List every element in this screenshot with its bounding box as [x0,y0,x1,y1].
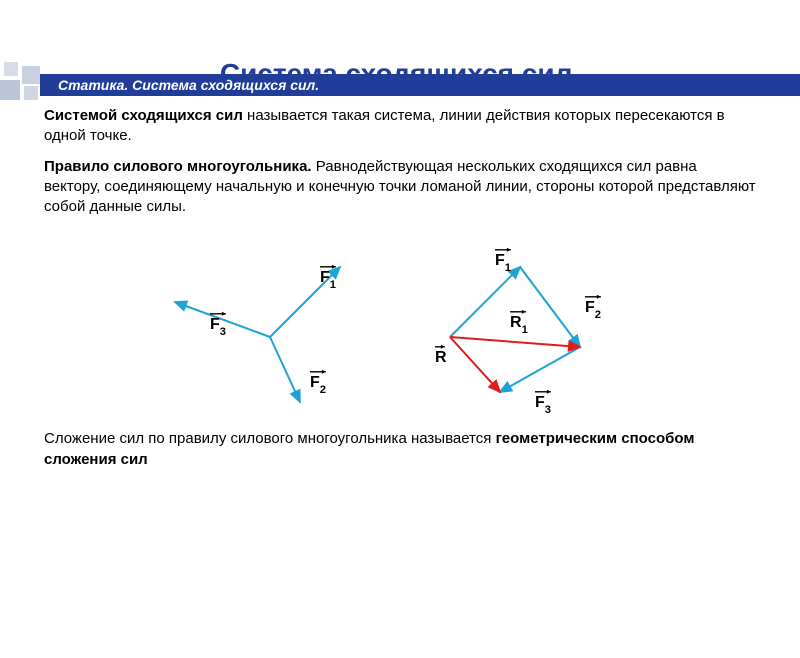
header-bar: Статика. Система сходящихся сил. [0,74,800,96]
svg-text:F2: F2 [310,374,326,396]
definition-paragraph: Системой сходящихся сил называется такая… [44,106,756,147]
footer-paragraph: Сложение сил по правилу силового многоуг… [0,425,800,470]
rule-lead: Правило силового многоугольника. [44,158,312,175]
force-diagram: F1F2F3F1F2F3RR1 [140,227,660,417]
content: Системой сходящихся сил называется такая… [0,90,800,217]
svg-text:R1: R1 [510,314,528,336]
footer-plain: Сложение сил по правилу силового многоуг… [44,430,496,447]
svg-text:F3: F3 [535,394,551,416]
rule-paragraph: Правило силового многоугольника. Равноде… [44,157,756,218]
svg-text:F1: F1 [495,252,511,274]
section-title: Статика. Система сходящихся сил. [40,74,800,96]
definition-lead: Системой сходящихся сил [44,107,243,124]
svg-text:R: R [435,349,447,366]
svg-text:F2: F2 [585,299,601,321]
